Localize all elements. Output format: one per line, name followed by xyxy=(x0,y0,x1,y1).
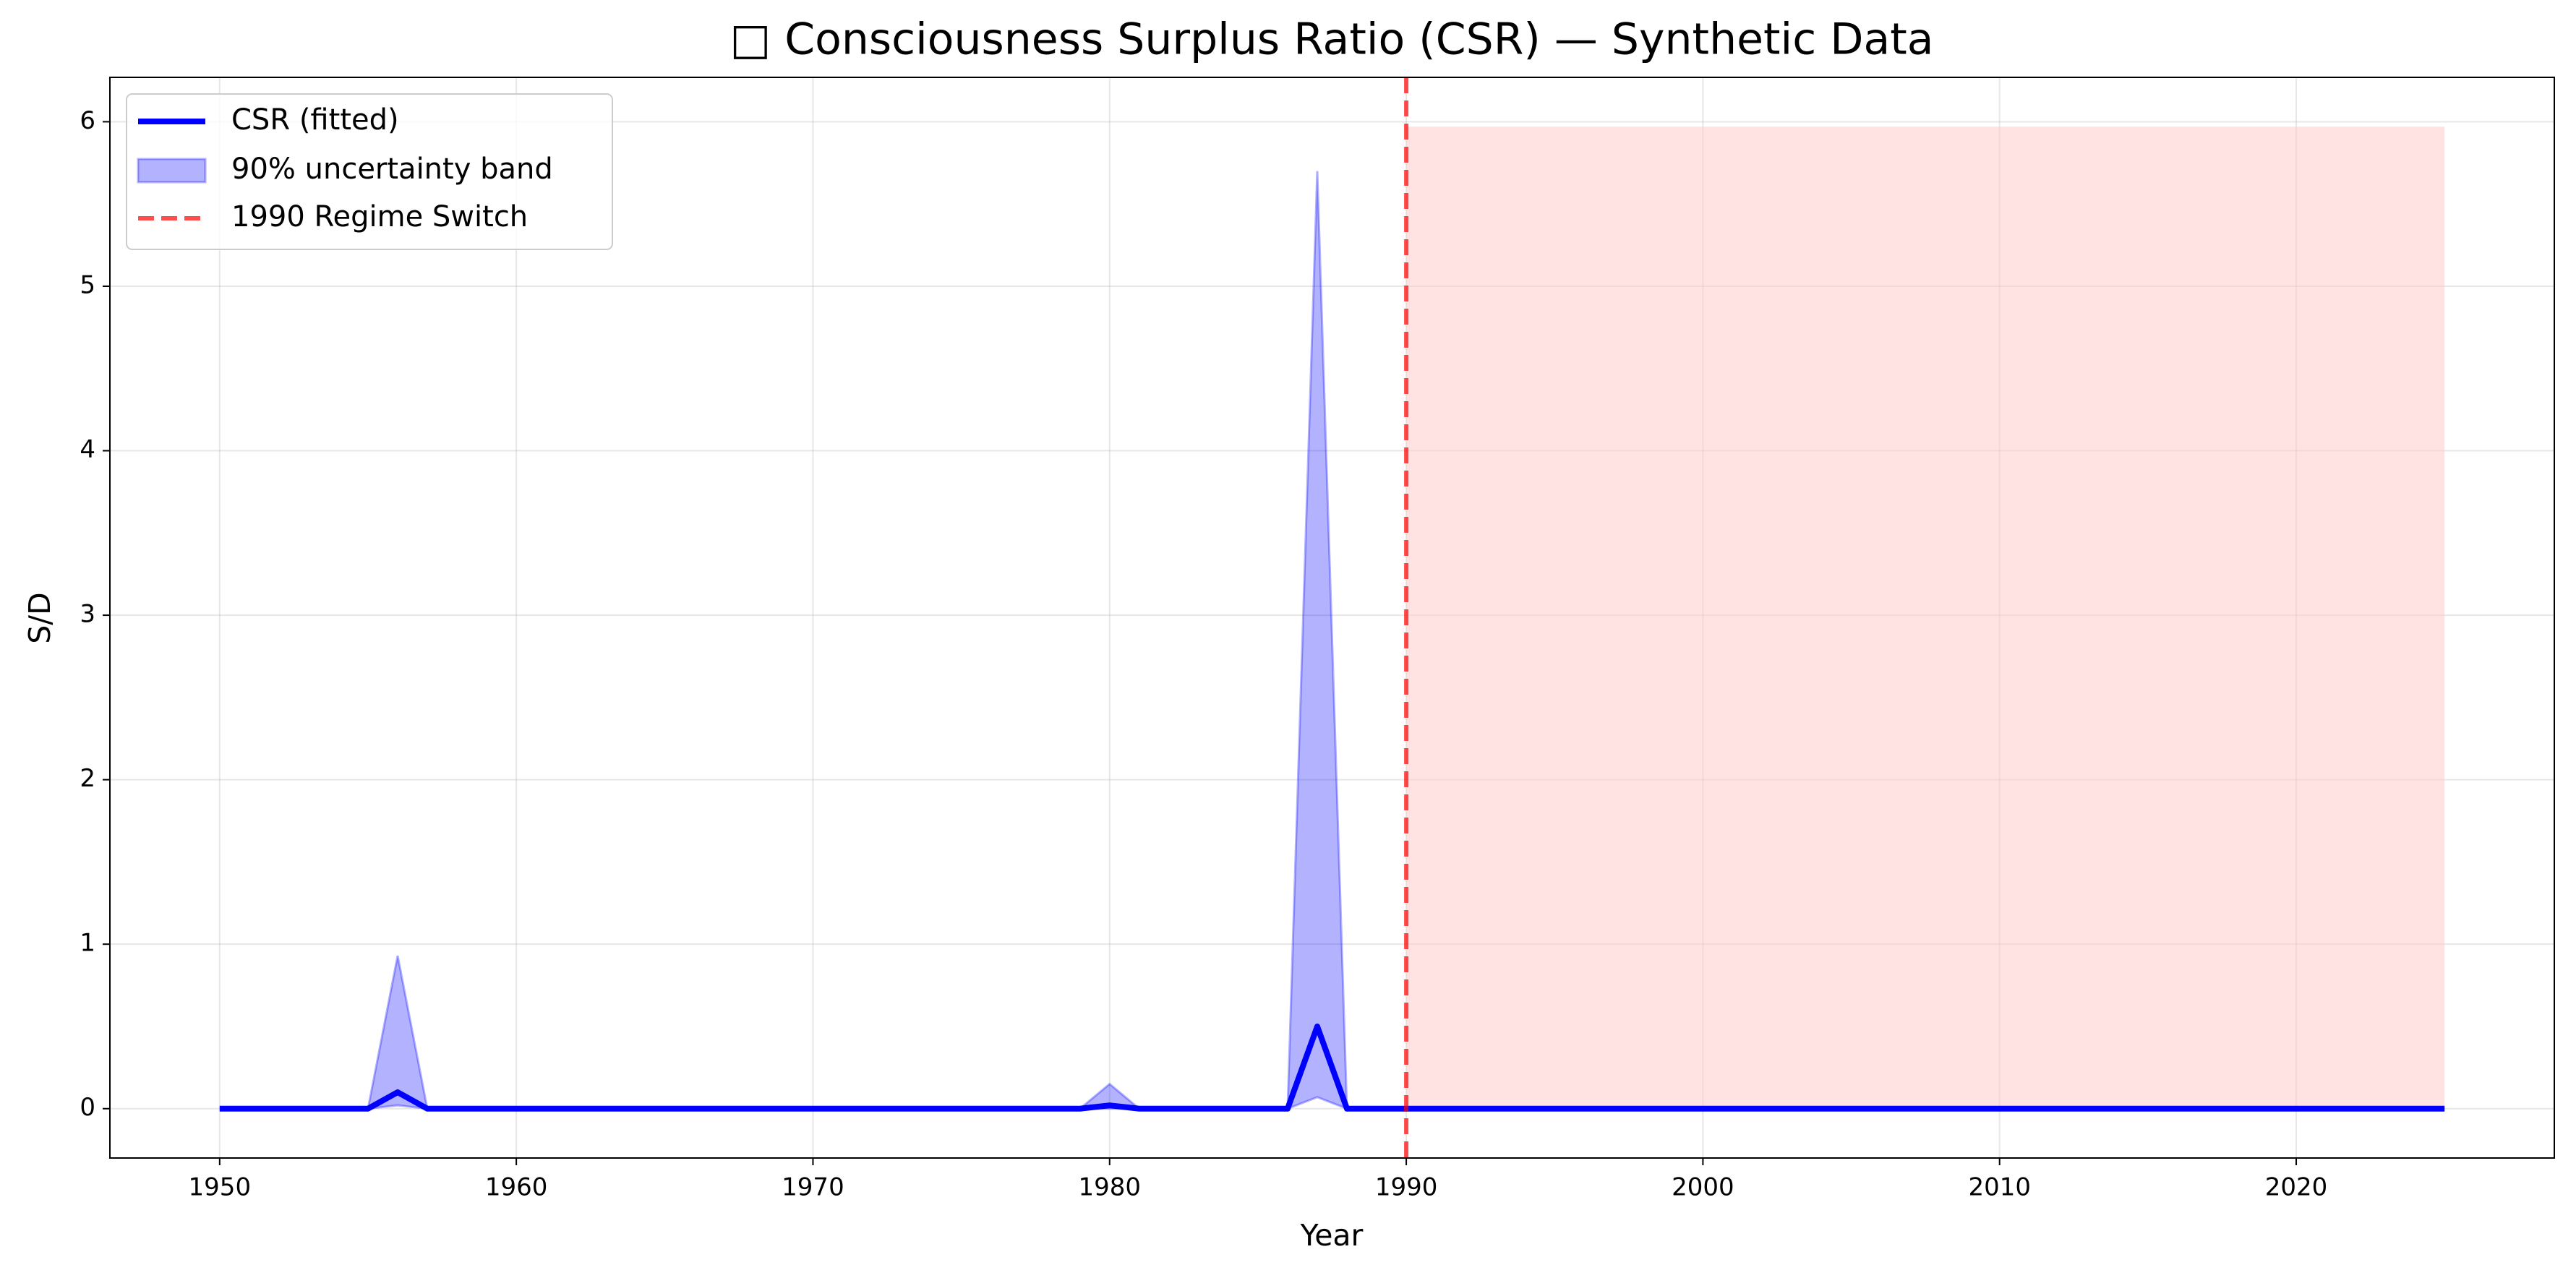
csr-line xyxy=(219,1023,2445,1112)
legend-label: 1990 Regime Switch xyxy=(231,200,528,233)
x-axis-label: Year xyxy=(1300,1218,1364,1253)
y-axis-label: S/D xyxy=(22,592,57,643)
chart-title: □ Consciousness Surplus Ratio (CSR) — Sy… xyxy=(729,14,1933,65)
x-tick-label: 1960 xyxy=(485,1173,548,1202)
x-tick-label: 1950 xyxy=(189,1173,252,1202)
legend-box xyxy=(126,93,613,250)
legend-label: 90% uncertainty band xyxy=(231,153,553,186)
legend: CSR (fitted) 90% uncertainty band 1990 Reg… xyxy=(126,93,613,250)
y-tick-label: 2 xyxy=(80,764,95,793)
y-tick-label: 0 xyxy=(80,1093,95,1122)
x-tick-label: 1990 xyxy=(1375,1173,1438,1202)
x-tick-label: 1970 xyxy=(782,1173,844,1202)
y-tick-label: 1 xyxy=(80,929,95,958)
x-tick-label: 2000 xyxy=(1672,1173,1734,1202)
legend-label: CSR (fitted) xyxy=(231,103,399,137)
x-tick-label: 2010 xyxy=(1968,1173,2031,1202)
regime-shade xyxy=(1406,126,2445,1109)
plot-frame xyxy=(109,77,2555,1159)
y-tick-label: 4 xyxy=(80,435,95,464)
x-tick-label: 1980 xyxy=(1078,1173,1141,1202)
y-tick-label: 3 xyxy=(80,600,95,629)
y-tick-label: 5 xyxy=(80,270,95,299)
x-tick-label: 2020 xyxy=(2265,1173,2328,1202)
y-tick-label: 6 xyxy=(80,106,95,135)
legend-swatch xyxy=(137,158,207,184)
